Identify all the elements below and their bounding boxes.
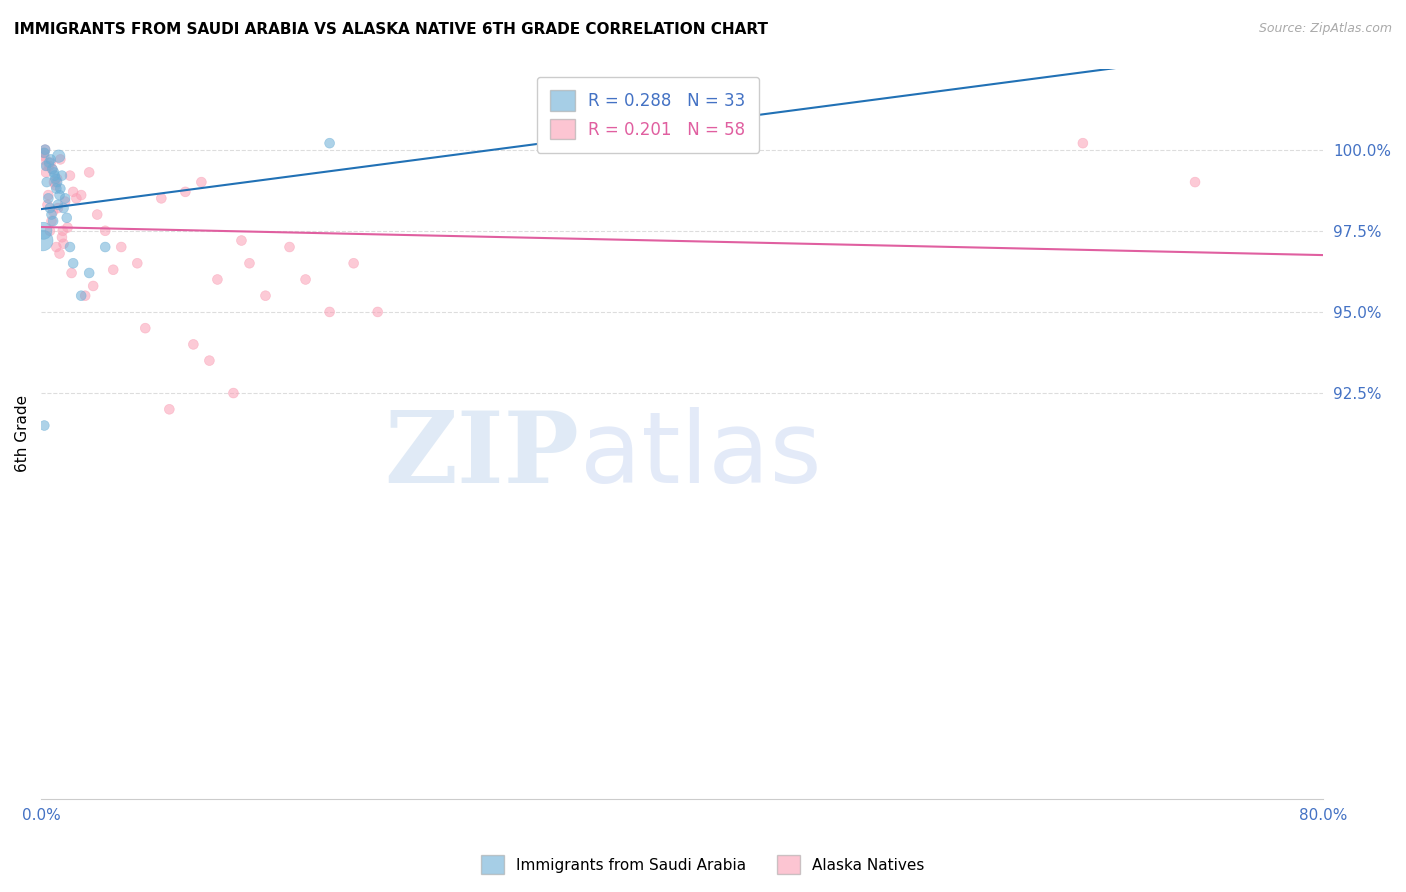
Point	[1184, 175, 1206, 189]
Point	[367, 305, 389, 319]
Point	[49, 181, 72, 195]
Point	[34, 149, 56, 163]
Point	[231, 234, 253, 248]
Point	[103, 262, 125, 277]
Point	[41, 214, 63, 228]
Point	[198, 353, 221, 368]
Point	[44, 169, 66, 183]
Point	[41, 162, 63, 177]
Point	[127, 256, 149, 270]
Point	[60, 266, 83, 280]
Point	[183, 337, 205, 351]
Point	[150, 191, 173, 205]
Point	[44, 178, 66, 193]
Point	[45, 240, 67, 254]
Point	[318, 305, 340, 319]
Point	[238, 256, 260, 270]
Point	[32, 224, 55, 238]
Point	[35, 165, 58, 179]
Point	[1071, 136, 1094, 151]
Point	[48, 149, 70, 163]
Point	[59, 240, 82, 254]
Point	[31, 153, 53, 167]
Point	[31, 234, 53, 248]
Point	[157, 402, 180, 417]
Point	[37, 191, 59, 205]
Point	[34, 143, 56, 157]
Point	[41, 208, 63, 222]
Point	[207, 272, 229, 286]
Point	[318, 136, 340, 151]
Point	[294, 272, 316, 286]
Point	[42, 175, 65, 189]
Text: atlas: atlas	[579, 407, 821, 504]
Point	[37, 188, 59, 202]
Point	[42, 165, 65, 179]
Point	[48, 246, 70, 260]
Point	[39, 224, 62, 238]
Point	[35, 159, 58, 173]
Point	[51, 169, 73, 183]
Point	[49, 153, 72, 167]
Point	[37, 198, 59, 212]
Point	[32, 145, 55, 160]
Point	[51, 230, 73, 244]
Point	[77, 165, 100, 179]
Point	[75, 289, 97, 303]
Point	[45, 181, 67, 195]
Point	[59, 169, 82, 183]
Point	[39, 155, 62, 169]
Point	[34, 143, 56, 157]
Point	[278, 240, 301, 254]
Text: IMMIGRANTS FROM SAUDI ARABIA VS ALASKA NATIVE 6TH GRADE CORRELATION CHART: IMMIGRANTS FROM SAUDI ARABIA VS ALASKA N…	[14, 22, 768, 37]
Legend: Immigrants from Saudi Arabia, Alaska Natives: Immigrants from Saudi Arabia, Alaska Nat…	[475, 849, 931, 880]
Point	[343, 256, 366, 270]
Point	[53, 191, 76, 205]
Point	[62, 185, 84, 199]
Point	[53, 194, 76, 209]
Point	[110, 240, 132, 254]
Point	[86, 208, 108, 222]
Point	[35, 175, 58, 189]
Point	[222, 386, 245, 401]
Point	[42, 204, 65, 219]
Point	[34, 145, 56, 160]
Point	[62, 256, 84, 270]
Point	[70, 289, 93, 303]
Point	[190, 175, 212, 189]
Point	[41, 162, 63, 177]
Point	[52, 201, 75, 215]
Point	[48, 188, 70, 202]
Point	[44, 172, 66, 186]
Point	[52, 236, 75, 251]
Point	[39, 201, 62, 215]
Point	[94, 224, 117, 238]
Y-axis label: 6th Grade: 6th Grade	[15, 395, 30, 472]
Point	[254, 289, 277, 303]
Point	[35, 159, 58, 173]
Point	[174, 185, 197, 199]
Point	[94, 240, 117, 254]
Point	[39, 153, 62, 167]
Text: ZIP: ZIP	[385, 407, 579, 504]
Legend: R = 0.288   N = 33, R = 0.201   N = 58: R = 0.288 N = 33, R = 0.201 N = 58	[537, 77, 759, 153]
Point	[46, 172, 69, 186]
Point	[52, 224, 75, 238]
Point	[65, 191, 87, 205]
Point	[77, 266, 100, 280]
Point	[134, 321, 156, 335]
Point	[56, 220, 79, 235]
Point	[82, 279, 104, 293]
Point	[46, 198, 69, 212]
Point	[46, 201, 69, 215]
Point	[55, 211, 77, 225]
Point	[38, 155, 60, 169]
Point	[38, 159, 60, 173]
Point	[46, 175, 69, 189]
Text: Source: ZipAtlas.com: Source: ZipAtlas.com	[1258, 22, 1392, 36]
Point	[42, 214, 65, 228]
Point	[70, 188, 93, 202]
Point	[34, 418, 56, 433]
